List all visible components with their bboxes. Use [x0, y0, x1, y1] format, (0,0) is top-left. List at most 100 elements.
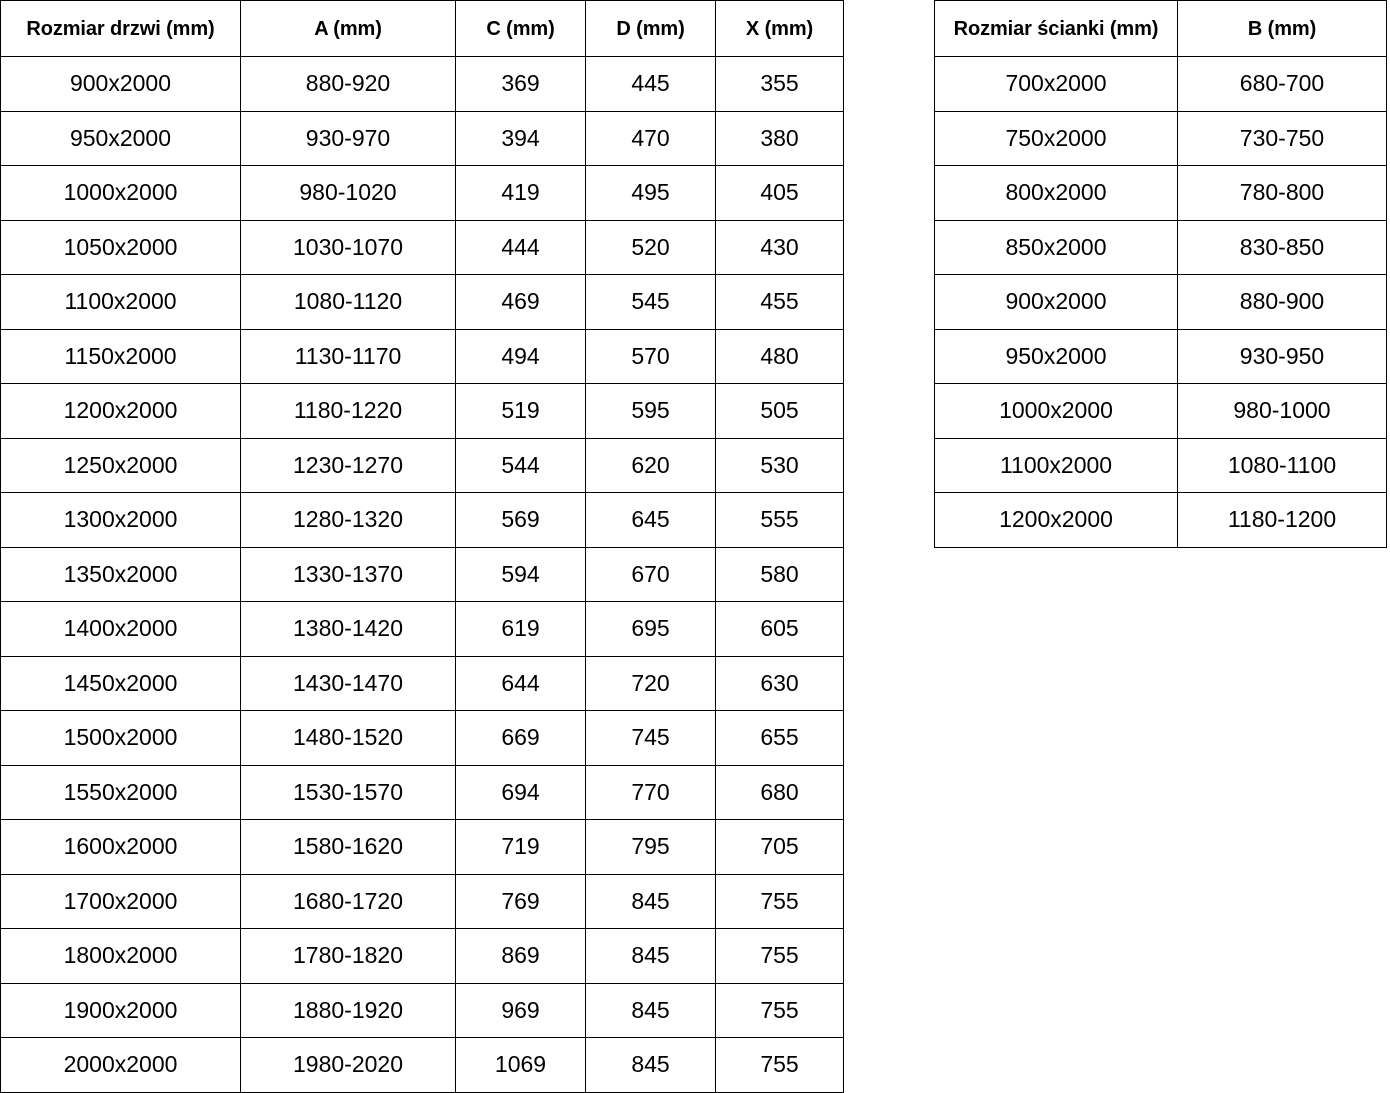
- cell-d: 745: [585, 710, 716, 766]
- table-row: 1800x2000 1780-1820 869 845 755: [0, 928, 844, 984]
- table-row: 1200x2000 1180-1220 519 595 505: [0, 383, 844, 439]
- table-row: 750x2000 730-750: [934, 110, 1387, 166]
- table-row: 800x2000 780-800: [934, 165, 1387, 221]
- cell-wall-size: 700x2000: [934, 56, 1178, 112]
- cell-door-size: 1350x2000: [0, 546, 241, 602]
- cell-b: 1180-1200: [1177, 492, 1387, 548]
- cell-d: 520: [585, 219, 716, 275]
- cell-wall-size: 950x2000: [934, 328, 1178, 384]
- table-row: 900x2000 880-900: [934, 274, 1387, 330]
- cell-a: 1880-1920: [240, 982, 456, 1038]
- cell-a: 1180-1220: [240, 383, 456, 439]
- cell-d: 795: [585, 819, 716, 875]
- table-row: 900x2000 880-920 369 445 355: [0, 56, 844, 112]
- table-header-row: Rozmiar drzwi (mm) A (mm) C (mm) D (mm) …: [0, 0, 844, 57]
- cell-c: 719: [455, 819, 586, 875]
- table-row: 1000x2000 980-1000: [934, 383, 1387, 439]
- cell-b: 830-850: [1177, 219, 1387, 275]
- cell-door-size: 1150x2000: [0, 328, 241, 384]
- cell-a: 1480-1520: [240, 710, 456, 766]
- cell-d: 670: [585, 546, 716, 602]
- cell-door-size: 1400x2000: [0, 601, 241, 657]
- door-size-table: Rozmiar drzwi (mm) A (mm) C (mm) D (mm) …: [0, 0, 844, 1093]
- table-row: 1200x2000 1180-1200: [934, 492, 1387, 548]
- table-row: 1050x2000 1030-1070 444 520 430: [0, 219, 844, 275]
- cell-x: 755: [715, 873, 844, 929]
- cell-wall-size: 1200x2000: [934, 492, 1178, 548]
- cell-d: 620: [585, 437, 716, 493]
- cell-door-size: 1550x2000: [0, 764, 241, 820]
- cell-a: 1680-1720: [240, 873, 456, 929]
- cell-d: 695: [585, 601, 716, 657]
- cell-x: 755: [715, 1037, 844, 1093]
- cell-door-size: 1450x2000: [0, 655, 241, 711]
- cell-x: 755: [715, 928, 844, 984]
- table-row: 1150x2000 1130-1170 494 570 480: [0, 328, 844, 384]
- cell-a: 1980-2020: [240, 1037, 456, 1093]
- cell-x: 630: [715, 655, 844, 711]
- table-row: 1000x2000 980-1020 419 495 405: [0, 165, 844, 221]
- cell-x: 405: [715, 165, 844, 221]
- wall-table-body: 700x2000 680-700 750x2000 730-750 800x2000 78…: [934, 56, 1387, 548]
- cell-door-size: 1200x2000: [0, 383, 241, 439]
- cell-b: 880-900: [1177, 274, 1387, 330]
- cell-b: 930-950: [1177, 328, 1387, 384]
- cell-d: 770: [585, 764, 716, 820]
- table-row: 1400x2000 1380-1420 619 695 605: [0, 601, 844, 657]
- cell-b: 780-800: [1177, 165, 1387, 221]
- cell-door-size: 1900x2000: [0, 982, 241, 1038]
- column-header-d: D (mm): [585, 0, 716, 57]
- cell-door-size: 1800x2000: [0, 928, 241, 984]
- cell-wall-size: 850x2000: [934, 219, 1178, 275]
- cell-x: 455: [715, 274, 844, 330]
- table-row: 950x2000 930-950: [934, 328, 1387, 384]
- cell-d: 445: [585, 56, 716, 112]
- table-header-row: Rozmiar ścianki (mm) B (mm): [934, 0, 1387, 57]
- cell-b: 980-1000: [1177, 383, 1387, 439]
- cell-a: 1030-1070: [240, 219, 456, 275]
- cell-door-size: 2000x2000: [0, 1037, 241, 1093]
- table-row: 1100x2000 1080-1100: [934, 437, 1387, 493]
- cell-a: 980-1020: [240, 165, 456, 221]
- cell-wall-size: 750x2000: [934, 110, 1178, 166]
- column-header-c: C (mm): [455, 0, 586, 57]
- cell-d: 470: [585, 110, 716, 166]
- cell-wall-size: 1100x2000: [934, 437, 1178, 493]
- cell-c: 469: [455, 274, 586, 330]
- cell-b: 1080-1100: [1177, 437, 1387, 493]
- cell-c: 769: [455, 873, 586, 929]
- table-row: 1350x2000 1330-1370 594 670 580: [0, 546, 844, 602]
- cell-b: 680-700: [1177, 56, 1387, 112]
- cell-x: 480: [715, 328, 844, 384]
- cell-c: 594: [455, 546, 586, 602]
- cell-c: 444: [455, 219, 586, 275]
- cell-x: 605: [715, 601, 844, 657]
- cell-c: 869: [455, 928, 586, 984]
- cell-x: 505: [715, 383, 844, 439]
- cell-d: 645: [585, 492, 716, 548]
- cell-a: 1430-1470: [240, 655, 456, 711]
- cell-a: 1080-1120: [240, 274, 456, 330]
- cell-d: 845: [585, 928, 716, 984]
- cell-a: 1280-1320: [240, 492, 456, 548]
- table-row: 1250x2000 1230-1270 544 620 530: [0, 437, 844, 493]
- cell-d: 845: [585, 873, 716, 929]
- cell-d: 595: [585, 383, 716, 439]
- cell-a: 1330-1370: [240, 546, 456, 602]
- cell-c: 419: [455, 165, 586, 221]
- cell-c: 519: [455, 383, 586, 439]
- table-row: 1550x2000 1530-1570 694 770 680: [0, 764, 844, 820]
- column-header-wall-size: Rozmiar ścianki (mm): [934, 0, 1178, 57]
- table-row: 1700x2000 1680-1720 769 845 755: [0, 873, 844, 929]
- cell-door-size: 900x2000: [0, 56, 241, 112]
- cell-a: 1780-1820: [240, 928, 456, 984]
- cell-c: 969: [455, 982, 586, 1038]
- cell-wall-size: 1000x2000: [934, 383, 1178, 439]
- cell-x: 430: [715, 219, 844, 275]
- cell-d: 845: [585, 1037, 716, 1093]
- cell-door-size: 1500x2000: [0, 710, 241, 766]
- table-row: 1900x2000 1880-1920 969 845 755: [0, 982, 844, 1038]
- table-row: 1600x2000 1580-1620 719 795 705: [0, 819, 844, 875]
- cell-a: 1380-1420: [240, 601, 456, 657]
- cell-a: 1230-1270: [240, 437, 456, 493]
